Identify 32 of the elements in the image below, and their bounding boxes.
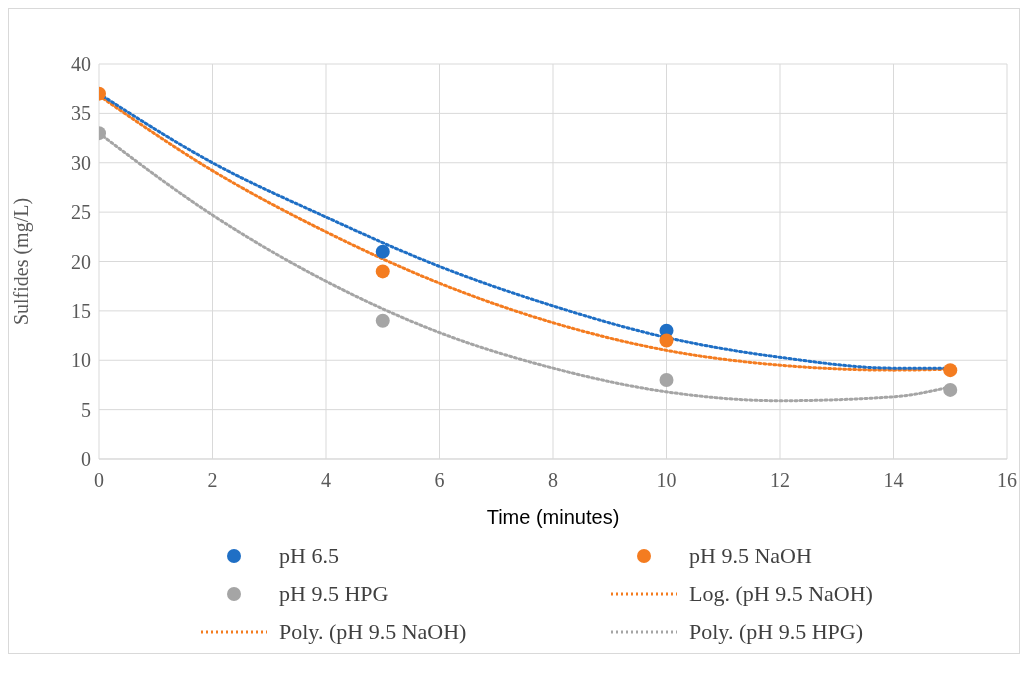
y-tick-label: 0 (81, 448, 91, 471)
x-axis-title: Time (minutes) (486, 506, 620, 528)
x-tick-label: 10 (656, 469, 677, 492)
y-axis-title: Sulfides (mg/L) (10, 197, 34, 326)
x-tick-label: 12 (770, 469, 790, 492)
point (375, 313, 390, 328)
y-tick-label: 20 (71, 250, 91, 273)
legend-label: pH 9.5 HPG (279, 581, 389, 607)
point (659, 373, 674, 387)
point (943, 363, 958, 378)
legend-label: Poly. (pH 9.5 NaOH) (279, 619, 467, 645)
legend-label: Log. (pH 9.5 NaOH) (689, 581, 873, 607)
y-tick-label: 30 (71, 151, 91, 174)
x-tick-label: 8 (548, 469, 558, 492)
point (375, 264, 390, 279)
legend-label: pH 9.5 NaOH (689, 543, 812, 569)
point (375, 244, 390, 259)
legend-label: pH 6.5 (279, 543, 339, 569)
x-tick-label: 14 (883, 469, 904, 492)
y-tick-label: 5 (81, 398, 91, 421)
y-tick-label: 10 (71, 349, 91, 372)
x-tick-label: 2 (207, 469, 218, 492)
point (659, 333, 674, 348)
legend-label: Poly. (pH 9.5 HPG) (689, 619, 863, 645)
x-tick-label: 4 (321, 469, 331, 492)
y-tick-label: 35 (71, 102, 91, 125)
point (943, 382, 958, 397)
y-tick-label: 40 (71, 53, 91, 76)
y-tick-label: 25 (71, 201, 91, 224)
x-tick-label: 16 (997, 469, 1017, 492)
y-tick-label: 15 (71, 299, 91, 322)
x-tick-label: 6 (434, 469, 445, 492)
